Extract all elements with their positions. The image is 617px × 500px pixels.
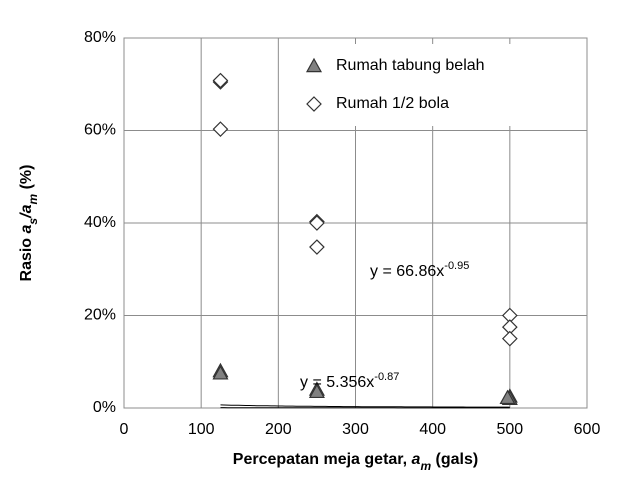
x-tick-label: 200 xyxy=(265,421,292,438)
triangle-marker xyxy=(499,389,516,405)
x-tick-label: 600 xyxy=(574,421,601,438)
equation-exponent: -0.87 xyxy=(374,371,399,383)
label-part: (%) xyxy=(18,165,35,194)
y-tick-label: 40% xyxy=(84,214,116,231)
y-tick-label: 60% xyxy=(84,122,116,139)
label-part: Rasio xyxy=(18,233,35,281)
equation-text: y = 5.356x xyxy=(300,374,374,391)
label-part: m xyxy=(26,194,40,205)
label-part: / xyxy=(18,212,35,219)
triangle-marker xyxy=(212,365,229,380)
diamond-marker xyxy=(212,121,229,137)
x-tick-label: 400 xyxy=(419,421,446,438)
equation-text: y = 66.86x xyxy=(370,263,444,280)
label-part: Percepatan meja getar, xyxy=(233,451,412,468)
label-part: (gals) xyxy=(431,451,478,468)
diamond-marker xyxy=(306,96,322,112)
trendline-equation: y = 66.86x-0.95 xyxy=(370,260,469,280)
trendline-equation: y = 5.356x-0.87 xyxy=(300,371,399,391)
y-axis-label: Rasio as/am (%) xyxy=(18,165,40,282)
label-part: a xyxy=(18,224,35,233)
y-tick-label: 80% xyxy=(84,29,116,46)
legend-box xyxy=(294,44,584,126)
label-part: s xyxy=(26,218,40,225)
y-tick-label: 0% xyxy=(93,399,116,416)
y-tick-label: 20% xyxy=(84,307,116,324)
label-part: a xyxy=(412,451,421,468)
triangle-marker xyxy=(305,57,323,73)
x-tick-label: 300 xyxy=(342,421,369,438)
trendline xyxy=(220,404,510,408)
legend-label: Rumah 1/2 bola xyxy=(336,95,449,112)
x-axis-label: Percepatan meja getar, am (gals) xyxy=(233,451,478,473)
x-tick-label: 100 xyxy=(188,421,215,438)
label-part: m xyxy=(420,459,431,473)
triangle-marker xyxy=(308,383,325,399)
label-part: a xyxy=(18,204,35,213)
equation-exponent: -0.95 xyxy=(444,260,469,272)
diamond-marker xyxy=(212,72,229,89)
x-tick-label: 500 xyxy=(496,421,523,438)
diamond-marker xyxy=(309,239,325,255)
diamond-marker xyxy=(501,330,518,347)
legend-label: Rumah tabung belah xyxy=(336,57,485,74)
diamond-marker xyxy=(309,215,325,231)
x-tick-label: 0 xyxy=(120,421,129,438)
